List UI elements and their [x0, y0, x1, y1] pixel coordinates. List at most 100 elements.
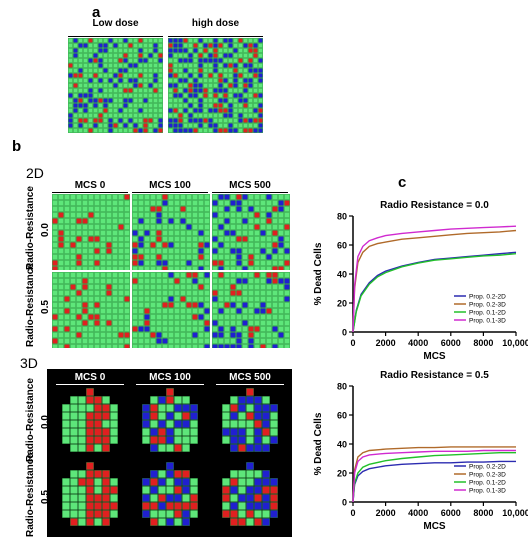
chart-rr-05: Radio Resistance = 0.5 0 20 40 60 80 0 2000 4000… [300, 364, 530, 546]
row-label-text: Radio-Resistance [25, 263, 36, 347]
tile-3d-rr05-mcs0 [54, 462, 126, 532]
x-axis-label: MCS [423, 521, 446, 532]
cell-simulation-picture [168, 38, 263, 133]
y-tick-label: 20 [337, 299, 347, 309]
header-underline [212, 192, 288, 193]
mcs-header: MCS 0 [74, 180, 106, 191]
chart-title: Radio Resistance = 0.5 [380, 370, 489, 381]
legend-entry: Prop. 0.2-3D [469, 472, 506, 479]
x-tick-label: 0 [350, 508, 355, 518]
tile-2d-rr05-mcs100 [132, 272, 210, 348]
cell-simulation-picture [212, 272, 290, 348]
header-underline [168, 36, 263, 37]
series-line [352, 449, 516, 503]
row-value-text: 0.0 [40, 415, 51, 429]
cell-simulation-picture [68, 38, 163, 133]
cell-simulation-picture [214, 462, 286, 532]
mcs-header: MCS 500 [229, 372, 271, 383]
tile-2d-rr0-mcs0 [52, 194, 130, 270]
x-axis-label: MCS [423, 351, 446, 362]
row-value-text: 0.0 [40, 223, 51, 237]
y-tick-label: 60 [337, 241, 347, 251]
y-tick-label: 20 [337, 469, 347, 479]
series-line [352, 446, 516, 503]
x-tick-label: 10,000 [502, 338, 528, 348]
y-tick-label: 80 [337, 382, 347, 392]
y-axis-label: % Dead Cells [313, 242, 324, 305]
series-line [352, 253, 517, 333]
line-chart: Radio Resistance = 0.0 0 20 40 60 80 0 2000 4000… [313, 200, 530, 362]
tile-3d-rr05-mcs500 [214, 462, 286, 532]
y-tick-label: 60 [337, 411, 347, 421]
legend-entry: Prop. 0.1-3D [469, 488, 506, 495]
x-tick-label: 4000 [408, 508, 428, 518]
cell-simulation-picture [134, 388, 206, 458]
cell-simulation-picture [132, 194, 210, 270]
low-dose-image [68, 38, 163, 133]
series-line [352, 452, 516, 503]
x-tick-label: 6000 [441, 508, 461, 518]
legend-entry: Prop. 0.1-3D [469, 318, 506, 325]
y-tick-label: 40 [337, 440, 347, 450]
header-underline [216, 384, 284, 385]
header-high-dose: high dose [191, 18, 240, 29]
header-underline [56, 384, 124, 385]
panel-label-a: a [92, 4, 101, 21]
header-low-dose: Low dose [92, 18, 139, 29]
legend-entry: Prop. 0.2-2D [469, 464, 506, 471]
chart-title: Radio Resistance = 0.0 [380, 200, 489, 211]
x-tick-label: 8000 [473, 508, 493, 518]
series-line [352, 225, 517, 333]
header-underline [68, 36, 163, 37]
y-tick-label: 80 [337, 212, 347, 222]
x-tick-label: 6000 [441, 338, 461, 348]
cell-simulation-picture [214, 388, 286, 458]
x-tick-label: 8000 [473, 338, 493, 348]
mcs-header: MCS 100 [149, 180, 191, 191]
legend-entry: Prop. 0.1-2D [469, 480, 506, 487]
row-value-3d-1: 0.5 [40, 457, 54, 537]
high-dose-image [168, 38, 263, 133]
chart-rr-0: Radio Resistance = 0.0 0 20 40 60 80 0 2000 4000… [300, 194, 530, 376]
tile-3d-rr0-mcs500 [214, 388, 286, 458]
row-label-2d-0: Radio-Resistance [25, 186, 39, 270]
x-tick-label: 10,000 [502, 508, 528, 518]
legend-entry: Prop. 0.1-2D [469, 310, 506, 317]
x-tick-label: 4000 [408, 338, 428, 348]
cell-simulation-picture [52, 194, 130, 270]
section-label-3d: 3D [20, 355, 38, 371]
tile-2d-rr0-mcs100 [132, 194, 210, 270]
line-chart: Radio Resistance = 0.5 0 20 40 60 80 0 2000 4000… [313, 370, 530, 532]
cell-simulation-picture [212, 194, 290, 270]
tile-3d-rr05-mcs100 [134, 462, 206, 532]
row-label-3d-0: Radio-Resistance [25, 378, 39, 462]
row-label-text: Radio-Resistance [25, 378, 36, 462]
header-underline [52, 192, 128, 193]
legend-entry: Prop. 0.2-3D [469, 302, 506, 309]
y-tick-label: 0 [342, 328, 347, 338]
tile-2d-rr05-mcs0 [52, 272, 130, 348]
tile-3d-rr0-mcs100 [134, 388, 206, 458]
y-axis-label: % Dead Cells [313, 412, 324, 475]
row-value-text: 0.5 [40, 300, 51, 314]
cell-simulation-picture [54, 462, 126, 532]
legend-entry: Prop. 0.2-2D [469, 294, 506, 301]
row-value-3d-0: 0.0 [40, 382, 54, 462]
y-tick-label: 40 [337, 270, 347, 280]
header-underline [136, 384, 204, 385]
series-line [352, 460, 516, 503]
panel-label-b: b [12, 138, 22, 155]
tile-2d-rr05-mcs500 [212, 272, 290, 348]
section-label-2d: 2D [26, 165, 44, 181]
x-tick-label: 2000 [376, 508, 396, 518]
row-label-text: Radio-Resistance [25, 186, 36, 270]
x-tick-label: 0 [350, 338, 355, 348]
panel-label-c: c [398, 174, 407, 191]
cell-simulation-picture [132, 272, 210, 348]
row-label-3d-1: Radio-Resistance [25, 453, 39, 537]
row-label-2d-1: Radio-Resistance [25, 263, 39, 347]
tile-3d-rr0-mcs0 [54, 388, 126, 458]
x-tick-label: 2000 [376, 338, 396, 348]
header-underline [132, 192, 208, 193]
cell-simulation-picture [54, 388, 126, 458]
